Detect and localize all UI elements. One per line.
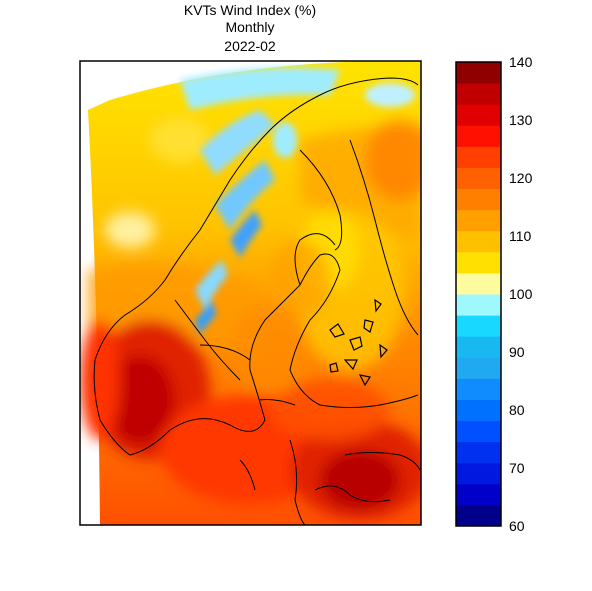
colorbar-segment [456,441,501,464]
coastlines [93,77,421,525]
colorbar-segment [456,272,501,295]
colorbar-segment [456,104,501,126]
colorbar-segment [456,62,501,84]
colorbar-segment [456,83,501,105]
colorbar-segment [456,146,501,168]
colorbar [456,62,501,527]
colorbar-segment [456,209,501,232]
colorbar-tick-label: 90 [509,344,525,360]
colorbar-segment [456,251,501,274]
colorbar-segment [456,294,501,316]
colorbar-segment [456,336,501,358]
colorbar-tick-label: 110 [509,228,532,244]
colorbar-tick-label: 80 [509,402,525,418]
colorbar-segment [456,125,501,147]
map-subtitle-period: Monthly [225,19,275,35]
colorbar-tick-label: 100 [509,286,533,302]
colorbar-segment [456,399,501,422]
colorbar-segment [456,167,501,190]
colorbar-segment [456,188,501,211]
colorbar-segment [456,315,501,337]
wind-index-field [80,61,421,525]
colorbar-segment [456,483,501,506]
colorbar-frame [455,61,502,527]
colorbar-tick-label: 130 [509,112,533,128]
colorbar-tick-label: 60 [509,518,525,534]
map-subtitle-date: 2022-02 [224,38,276,54]
colorbar-segment [456,420,501,443]
colorbar-segment [456,230,501,253]
colorbar-segment [456,504,501,527]
map-frame [79,60,422,526]
colorbar-tick-label: 70 [509,460,525,476]
colorbar-segment [456,378,501,400]
colorbar-segment [456,462,501,485]
colorbar-tick-label: 120 [509,170,533,186]
colorbar-tick-label: 140 [509,54,533,70]
colorbar-segment [456,357,501,379]
map-title: KVTs Wind Index (%) [183,2,317,18]
